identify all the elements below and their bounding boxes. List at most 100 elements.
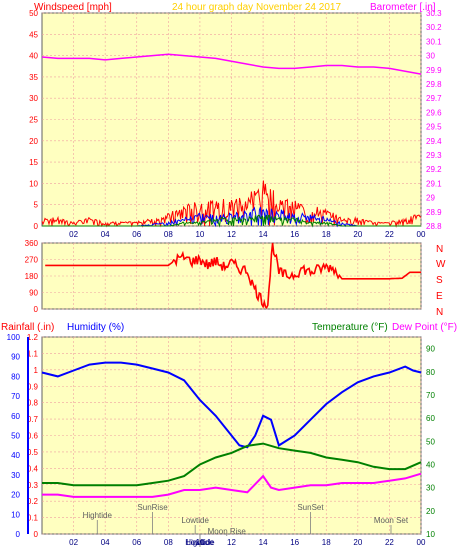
barometer-tick-label: 30 [426, 52, 435, 61]
temperature-tick-label: 90 [426, 345, 435, 354]
x-tick-label: 02 [69, 230, 78, 239]
x-tick-label: 10 [195, 230, 204, 239]
barometer-tick-label: 29.6 [426, 108, 442, 117]
humidity-series-line [41, 361, 422, 449]
temperature-tick-label: 30 [426, 484, 435, 493]
humidity-tick-label: 60 [11, 412, 20, 421]
windspeed-tick-label: 25 [29, 116, 38, 125]
rainfall-tick-label: 1.1 [27, 349, 39, 358]
x-tick-label: 04 [101, 230, 110, 239]
temperature-tick-label: 20 [426, 507, 435, 516]
humidity-tick-label: 90 [11, 353, 20, 362]
barometer-tick-label: 29 [426, 194, 435, 203]
barometer-tick-label: 30.2 [426, 23, 442, 32]
x-tick-label: 16 [290, 230, 299, 239]
windspeed-tick-label: 45 [29, 30, 38, 39]
temperature-tick-label: 50 [426, 437, 435, 446]
dewpoint-axis-label: Dew Point (°F) [392, 322, 457, 333]
windspeed-tick-label: 5 [34, 201, 39, 210]
rainfall-tick-label: 0.2 [27, 497, 39, 506]
tide-label: Moon Set [374, 516, 409, 525]
rainfall-tick-label: 0.7 [27, 415, 39, 424]
direction-tick-label: 180 [25, 272, 39, 281]
windspeed-envelope-series-line [41, 180, 422, 228]
x-tick-label: 08 [164, 538, 173, 547]
barometer-tick-label: 29.5 [426, 123, 442, 132]
humidity-tick-label: 100 [7, 333, 21, 342]
humidity-tick-label: 20 [11, 491, 20, 500]
rainfall-tick-label: 0.4 [27, 464, 39, 473]
barometer-tick-label: 30.3 [426, 9, 442, 18]
windspeed-axis-label: Windspeed [mph] [34, 2, 112, 13]
x-tick-label: 08 [164, 230, 173, 239]
temperature-tick-label: 70 [426, 391, 435, 400]
x-tick-label: 02 [69, 538, 78, 547]
temperature-tick-label: 10 [426, 530, 435, 539]
rainfall-tick-label: 0.9 [27, 382, 39, 391]
temperature-tick-label: 40 [426, 460, 435, 469]
windspeed-tick-label: 10 [29, 179, 38, 188]
direction-series-line [45, 242, 421, 309]
barometer-tick-label: 29.2 [426, 165, 442, 174]
barometer-tick-label: 28.9 [426, 208, 442, 217]
compass-label-s: S [436, 275, 443, 286]
x-tick-label: 20 [353, 538, 362, 547]
compass-label-n2: N [436, 307, 443, 318]
x-tick-label: 12 [227, 230, 236, 239]
temperature-axis-label: Temperature (°F) [312, 322, 388, 333]
direction-tick-label: 0 [34, 305, 39, 314]
x-tick-label: 14 [259, 538, 268, 547]
chart-title: 24 hour graph day November 24 2017 [172, 2, 341, 13]
windspeed-tick-label: 50 [29, 9, 38, 18]
barometer-tick-label: 29.9 [426, 66, 442, 75]
chart-layer: 0510152025303540455028.828.92929.129.229… [7, 9, 442, 547]
windspeed-tick-label: 0 [34, 222, 39, 231]
rainfall-tick-label: 0.8 [27, 399, 39, 408]
x-tick-label: 06 [132, 538, 141, 547]
barometer-tick-label: 29.8 [426, 80, 442, 89]
direction-tick-label: 90 [29, 289, 38, 298]
tide-label: Lowtide [186, 538, 214, 547]
windspeed-tick-label: 15 [29, 158, 38, 167]
barometer-tick-label: 28.8 [426, 222, 442, 231]
barometer-tick-label: 30.1 [426, 37, 442, 46]
humidity-tick-label: 80 [11, 372, 20, 381]
rainfall-tick-label: 0.5 [27, 448, 39, 457]
temperature-series-line [42, 442, 422, 487]
rainfall-tick-label: 0 [34, 530, 39, 539]
humidity-tick-label: 0 [16, 530, 21, 539]
barometer-tick-label: 29.4 [426, 137, 442, 146]
humidity-tick-label: 40 [11, 451, 20, 460]
rainfall-tick-label: 1 [34, 366, 39, 375]
windspeed-tick-label: 30 [29, 94, 38, 103]
compass-label-e: E [436, 291, 443, 302]
x-tick-label: 22 [385, 538, 394, 547]
compass-label-w: W [436, 259, 446, 270]
rainfall-axis-label: Rainfall (.in) [1, 322, 54, 333]
temperature-tick-label: 60 [426, 414, 435, 423]
rainfall-tick-label: 0.3 [27, 481, 39, 490]
barometer-tick-label: 29.1 [426, 179, 442, 188]
x-tick-label: 12 [227, 538, 236, 547]
tide-label: SunRise [137, 503, 168, 512]
barometer-tick-label: 29.7 [426, 94, 442, 103]
temperature-tick-label: 80 [426, 368, 435, 377]
x-tick-label: 20 [353, 230, 362, 239]
x-tick-label: 04 [101, 538, 110, 547]
direction-tick-label: 270 [25, 256, 39, 265]
direction-tick-label: 360 [25, 239, 39, 248]
humidity-tick-label: 70 [11, 392, 20, 401]
barometer-series-line [41, 53, 422, 75]
tide-label: Hightide [83, 511, 113, 520]
barometer-axis-label: Barometer [.in] [370, 2, 436, 13]
tide-label: SunSet [297, 503, 324, 512]
rainfall-tick-label: 1.2 [27, 333, 39, 342]
x-tick-label: 18 [322, 230, 331, 239]
x-tick-label: 14 [259, 230, 268, 239]
compass-label-n1: N [436, 244, 443, 255]
x-tick-label: 16 [290, 538, 299, 547]
barometer-tick-label: 29.3 [426, 151, 442, 160]
humidity-axis-label: Humidity (%) [67, 322, 124, 333]
